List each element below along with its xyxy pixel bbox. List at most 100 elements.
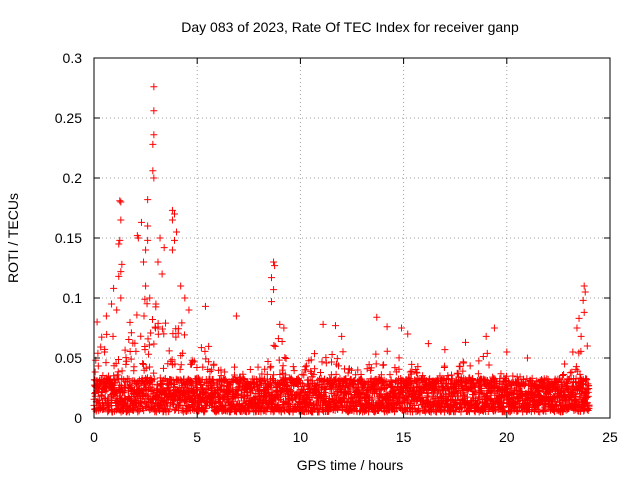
data-point	[503, 372, 511, 380]
data-point	[475, 394, 483, 402]
data-point	[462, 338, 470, 346]
data-point	[424, 340, 432, 348]
data-point	[583, 342, 591, 350]
data-point	[264, 358, 272, 366]
data-point	[317, 368, 325, 376]
data-point	[500, 407, 508, 415]
data-point	[278, 366, 286, 374]
data-point	[96, 376, 104, 384]
y-tick-label: 0.3	[63, 50, 83, 66]
data-point	[116, 197, 124, 205]
data-point	[561, 360, 569, 368]
data-point	[302, 366, 310, 374]
data-point	[170, 236, 178, 244]
data-point	[150, 340, 158, 348]
data-point	[97, 343, 105, 351]
data-point	[263, 370, 271, 378]
data-point	[579, 384, 587, 392]
data-point	[140, 312, 148, 320]
data-point	[178, 379, 186, 387]
data-point	[310, 350, 318, 358]
data-point	[177, 361, 185, 369]
data-point	[115, 240, 123, 248]
data-point	[302, 362, 310, 370]
data-point	[328, 358, 336, 366]
data-point	[172, 333, 180, 341]
data-point	[383, 323, 391, 331]
y-tick-labels: 0 0.05 0.1 0.15 0.2 0.25 0.3	[55, 50, 82, 426]
data-point	[580, 282, 588, 290]
data-point	[231, 371, 239, 379]
data-point	[271, 342, 279, 350]
data-point	[276, 320, 284, 328]
data-point	[503, 348, 511, 356]
data-point	[441, 346, 449, 354]
data-point	[201, 347, 209, 355]
data-point	[463, 393, 471, 401]
data-point	[158, 325, 166, 333]
data-point	[559, 407, 567, 415]
x-tick-label: 5	[193, 429, 201, 445]
data-point	[110, 284, 118, 292]
data-point	[282, 354, 290, 362]
y-tick-label: 0.15	[55, 230, 82, 246]
data-point	[469, 376, 477, 384]
y-tick-label: 0.25	[55, 110, 82, 126]
data-point	[168, 246, 176, 254]
data-point	[193, 363, 201, 371]
data-point	[137, 218, 145, 226]
data-point	[115, 272, 123, 280]
data-point	[112, 360, 120, 368]
data-point	[185, 306, 193, 314]
data-point	[579, 296, 587, 304]
data-point	[408, 360, 416, 368]
data-point	[261, 365, 269, 373]
data-point	[120, 382, 128, 390]
data-point	[140, 407, 148, 415]
data-point	[170, 210, 178, 218]
data-point	[201, 302, 209, 310]
data-point	[322, 359, 330, 367]
data-point	[298, 370, 306, 378]
chart-title: Day 083 of 2023, Rate Of TEC Index for r…	[181, 19, 519, 35]
data-point	[522, 380, 530, 388]
data-point	[331, 322, 339, 330]
data-point	[580, 308, 588, 316]
data-point	[93, 318, 101, 326]
data-point	[190, 357, 198, 365]
data-point	[363, 365, 371, 373]
plot-frame	[93, 57, 611, 419]
data-point	[149, 316, 157, 324]
y-tick-label: 0.2	[63, 170, 83, 186]
data-point	[141, 295, 149, 303]
data-point	[568, 368, 576, 376]
data-point	[118, 260, 126, 268]
data-point	[365, 408, 373, 416]
data-point	[373, 313, 381, 321]
data-point	[514, 407, 522, 415]
data-point	[230, 363, 238, 371]
data-point	[98, 333, 106, 341]
data-point	[318, 358, 326, 366]
data-point	[206, 368, 214, 376]
data-point	[146, 363, 154, 371]
data-point	[142, 282, 150, 290]
data-point	[528, 374, 536, 382]
data-point	[113, 306, 121, 314]
data-point	[141, 342, 149, 350]
data-point	[139, 360, 147, 368]
data-point	[566, 369, 574, 377]
data-point	[108, 300, 116, 308]
data-point	[120, 376, 128, 384]
data-point	[398, 324, 406, 332]
data-point	[145, 341, 153, 349]
data-point	[144, 196, 152, 204]
data-point	[177, 396, 185, 404]
data-point	[246, 365, 254, 373]
data-point	[581, 288, 589, 296]
data-point	[101, 345, 109, 353]
data-point	[274, 335, 282, 343]
data-point	[132, 347, 140, 355]
data-point	[404, 330, 412, 338]
data-point	[414, 363, 422, 371]
